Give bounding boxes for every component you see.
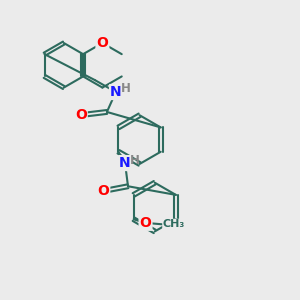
Text: H: H: [130, 154, 140, 167]
Text: N: N: [119, 156, 131, 170]
Text: O: O: [140, 216, 152, 230]
Text: O: O: [97, 36, 108, 50]
Text: H: H: [120, 82, 130, 95]
Text: CH₃: CH₃: [163, 219, 185, 229]
Text: O: O: [98, 184, 109, 198]
Text: N: N: [110, 85, 122, 99]
Text: O: O: [75, 108, 87, 122]
